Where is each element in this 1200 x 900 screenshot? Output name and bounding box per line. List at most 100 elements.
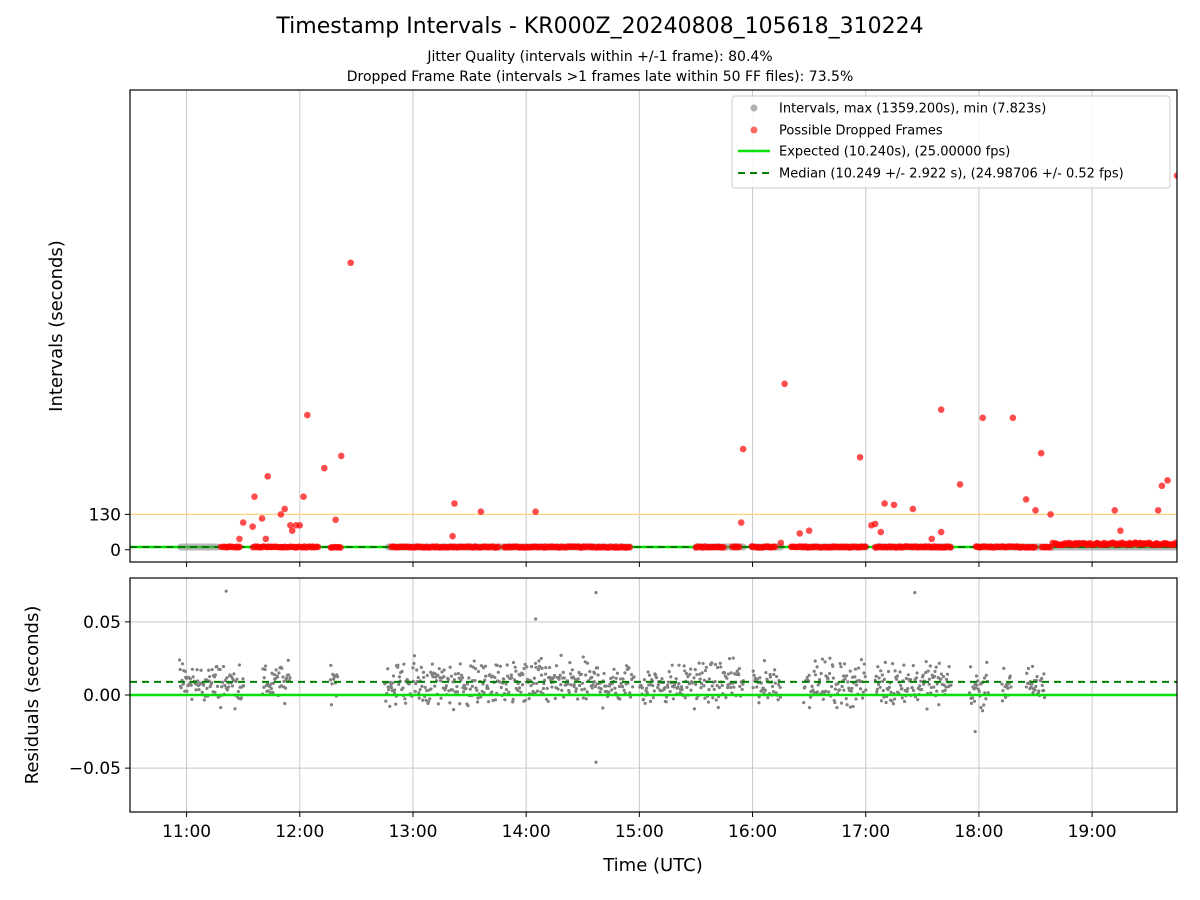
residual-point-293 [475,700,480,704]
dropped-frame-rate-subtitle: Dropped Frame Rate (intervals >1 frames … [346,69,854,85]
residual-point-923 [937,703,941,707]
residual-point-80 [230,684,234,688]
residual-point-565 [660,677,664,681]
legend-intervals-label: Intervals, max (1359.200s), min (7.823s) [779,102,1046,117]
dropped-frame-point-484 [909,505,917,513]
residual-point-708 [763,688,767,692]
residual-point-799 [846,680,850,684]
residual-point-38 [202,698,206,702]
dropped-frame-point-491 [1022,496,1030,503]
residual-point-287 [471,665,475,669]
residual-point-833 [877,676,881,680]
residual-point-269 [459,673,464,677]
dropped-frame-point-213 [720,543,727,551]
dropped-frame-point-495 [1111,507,1119,514]
residual-point-730 [778,685,782,689]
residual-point-451 [580,688,584,692]
residual-point-787 [838,662,842,666]
xtick-label-6: 17:00 [841,822,890,842]
residual-point-823 [862,671,866,675]
residual-point-371 [527,697,531,701]
residual-point-961 [980,709,985,713]
dropped-frames-series [217,172,1177,551]
intervals-x-axis [186,562,1093,567]
residual-point-690 [751,669,755,673]
dropped-frame-point-218 [735,543,743,550]
residual-point-197 [412,661,416,666]
xtick-label-5: 16:00 [728,822,777,842]
residual-point-707 [762,658,767,663]
residual-point-859 [894,677,899,681]
residual-point-972 [1000,699,1005,703]
residual-point-62 [218,667,222,672]
residual-point-379 [532,676,536,680]
residual-point-254 [449,674,454,678]
residual-point-30 [197,688,201,692]
residual-point-999 [1033,688,1037,692]
residual-point-828 [874,674,878,678]
residual-point-632 [704,665,708,669]
residual-point-463 [588,669,592,674]
residual-point-865 [899,683,903,688]
residual-point-592 [678,690,682,695]
residual-point-912 [929,685,933,690]
residual-point-885 [911,688,916,693]
xtick-label-0: 11:00 [162,822,211,842]
residual-point-509 [618,697,622,701]
residual-point-418 [558,673,562,677]
residual-point-290 [473,667,478,671]
residual-point-933 [943,688,947,692]
dropped-frame-point-458 [287,521,294,529]
residual-point-142 [329,663,333,667]
residual-point-647 [714,698,718,702]
dropped-frame-point-121 [495,543,502,551]
residual-point-211 [421,670,426,674]
residual-point-210 [421,698,425,702]
residual-point-236 [438,675,442,680]
residual-point-309 [486,686,490,691]
residual-point-843 [884,700,888,705]
residual-point-798 [845,703,849,707]
residual-point-1013 [1042,672,1046,676]
dropped-frame-point-455 [264,473,272,480]
residual-point-807 [851,704,855,709]
residual-point-160 [388,704,392,708]
residual-point-723 [773,681,777,685]
residual-point-875 [905,689,909,693]
residual-point-175 [397,675,402,679]
dropped-frame-point-490 [1009,414,1017,422]
dropped-frame-point-461 [296,521,304,529]
residual-point-1021 [973,729,977,734]
residual-point-217 [425,673,429,678]
residual-point-973 [1001,689,1005,693]
residual-point-553 [652,689,656,693]
dropped-frame-point-466 [337,452,345,460]
residual-point-854 [891,702,895,706]
residual-point-113 [270,671,274,675]
residual-point-262 [455,684,459,689]
residual-point-440 [572,683,576,687]
residual-point-762 [821,697,825,701]
residual-point-559 [656,683,660,687]
residual-point-945 [969,701,974,705]
residual-point-899 [921,673,925,677]
residual-point-514 [621,677,625,681]
residual-point-492 [607,690,611,694]
residual-point-840 [882,695,886,699]
residual-point-198 [412,654,417,658]
residual-point-719 [770,684,775,689]
residual-point-203 [416,675,420,680]
residual-point-295 [476,669,481,674]
residual-point-128 [280,666,284,670]
residual-point-1016 [533,617,538,621]
residual-point-951 [974,686,978,690]
residual-point-752 [815,665,819,669]
residual-point-663 [725,676,729,680]
residual-point-903 [924,670,928,675]
intervals-y-axis: 0 130 [89,505,130,561]
residual-point-468 [591,683,595,687]
dropped-frame-point-480 [871,520,879,528]
residual-point-979 [1005,684,1009,688]
residual-point-674 [732,685,736,689]
residual-point-591 [677,663,681,667]
